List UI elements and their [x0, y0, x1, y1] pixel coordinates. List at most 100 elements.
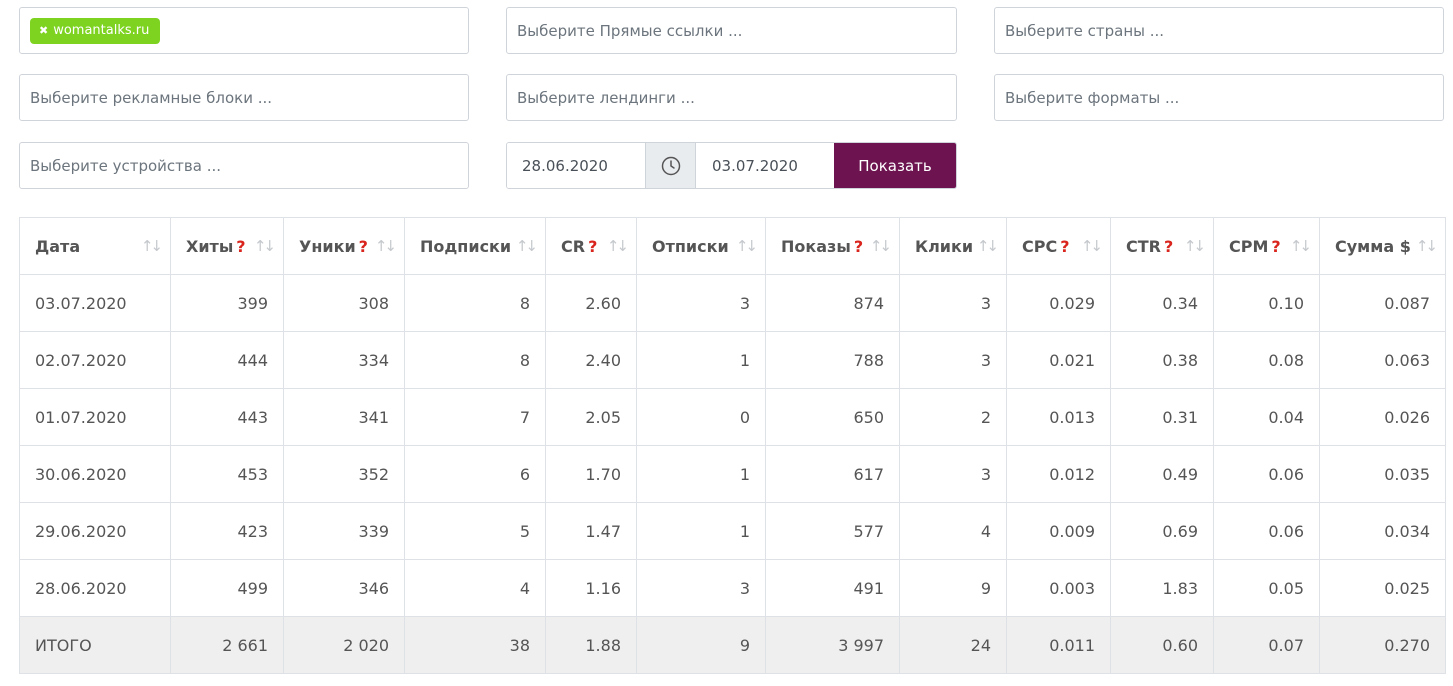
sort-icon[interactable]: ↑↓: [374, 237, 397, 255]
column-header[interactable]: Подписки ↑↓: [404, 217, 546, 275]
column-header[interactable]: Показы? ↑↓: [765, 217, 900, 275]
table-cell: 334: [283, 331, 405, 389]
sort-icon[interactable]: ↑↓: [1183, 237, 1206, 255]
total-row: ИТОГО 2 661 2 020 38 1.88 9 3 997 24 0.011 0.60 0.…: [19, 616, 1446, 674]
help-icon[interactable]: ?: [1060, 236, 1070, 256]
table-cell: 0.012: [1006, 445, 1111, 503]
table-cell: 1: [636, 502, 766, 560]
column-header[interactable]: Дата ↑↓: [19, 217, 171, 275]
site-tag[interactable]: ✖ womantalks.ru: [30, 17, 161, 44]
table-cell: 0.08: [1213, 331, 1320, 389]
table-cell: 0.009: [1006, 502, 1111, 560]
table-cell: 339: [283, 502, 405, 560]
table-row: 30.06.2020 453 352 6 1.70 1 617 3 0.012 0.49 0.06 0…: [19, 445, 1446, 503]
table-cell: 0.003: [1006, 559, 1111, 617]
sort-icon[interactable]: ↑↓: [515, 237, 538, 255]
column-header-label: CR: [561, 236, 586, 256]
table-cell: 1.83: [1110, 559, 1214, 617]
column-header[interactable]: CPC? ↑↓: [1006, 217, 1111, 275]
table-cell: 4: [404, 559, 546, 617]
table-cell: 0.06: [1213, 502, 1320, 560]
table-cell: 423: [170, 502, 284, 560]
sort-icon[interactable]: ↑↓: [869, 237, 892, 255]
table-cell: 308: [283, 274, 405, 332]
table-row: 01.07.2020 443 341 7 2.05 0 650 2 0.013 0.31 0.04 0…: [19, 388, 1446, 446]
formats-select[interactable]: Выберите форматы ...: [994, 74, 1444, 121]
sort-icon[interactable]: ↑↓: [1289, 237, 1312, 255]
countries-select[interactable]: Выберите страны ...: [994, 7, 1444, 54]
help-icon[interactable]: ?: [1271, 236, 1281, 256]
sort-icon[interactable]: ↑↓: [735, 237, 758, 255]
table-cell: 0.011: [1006, 616, 1111, 674]
column-header[interactable]: CPM? ↑↓: [1213, 217, 1320, 275]
table-cell: 0.035: [1319, 445, 1446, 503]
table-cell: 874: [765, 274, 900, 332]
column-header[interactable]: CR? ↑↓: [545, 217, 637, 275]
table-cell: 0.49: [1110, 445, 1214, 503]
table-cell: 8: [404, 274, 546, 332]
table-cell: 0.04: [1213, 388, 1320, 446]
table-cell: 2 661: [170, 616, 284, 674]
table-cell: 6: [404, 445, 546, 503]
clock-icon[interactable]: [645, 143, 696, 188]
table-cell: 788: [765, 331, 900, 389]
show-button[interactable]: Показать: [834, 143, 956, 188]
column-header[interactable]: CTR? ↑↓: [1110, 217, 1214, 275]
sort-icon[interactable]: ↑↓: [253, 237, 276, 255]
table-cell: 2: [899, 388, 1007, 446]
table-cell: 3 997: [765, 616, 900, 674]
table-cell: 0.60: [1110, 616, 1214, 674]
table-cell: 3: [899, 274, 1007, 332]
table-cell: 491: [765, 559, 900, 617]
formats-placeholder: Выберите форматы ...: [1005, 88, 1180, 107]
landings-select[interactable]: Выберите лендинги ...: [506, 74, 957, 121]
table-cell: 444: [170, 331, 284, 389]
remove-tag-icon[interactable]: ✖: [39, 24, 49, 37]
column-header-label: Сумма $: [1335, 236, 1411, 256]
table-cell: 7: [404, 388, 546, 446]
column-header[interactable]: Клики ↑↓: [899, 217, 1007, 275]
direct-links-select[interactable]: Выберите Прямые ссылки ...: [506, 7, 957, 54]
sort-icon[interactable]: ↑↓: [1415, 237, 1438, 255]
direct-links-placeholder: Выберите Прямые ссылки ...: [517, 21, 743, 40]
help-icon[interactable]: ?: [853, 236, 864, 256]
sort-icon[interactable]: ↑↓: [1080, 237, 1103, 255]
table-cell: 0.05: [1213, 559, 1320, 617]
table-cell: 3: [899, 445, 1007, 503]
date-to-input[interactable]: 03.07.2020: [696, 143, 834, 188]
date-cell: 01.07.2020: [19, 388, 171, 446]
ad-blocks-select[interactable]: Выберите рекламные блоки ...: [19, 74, 469, 121]
table-cell: 341: [283, 388, 405, 446]
sort-icon[interactable]: ↑↓: [606, 237, 629, 255]
table-cell: 9: [899, 559, 1007, 617]
column-header-label: CTR: [1126, 236, 1161, 256]
table-cell: 0.38: [1110, 331, 1214, 389]
ad-blocks-placeholder: Выберите рекламные блоки ...: [30, 88, 273, 107]
sort-icon[interactable]: ↑↓: [140, 237, 163, 255]
column-header[interactable]: Хиты? ↑↓: [170, 217, 284, 275]
table-cell: 0.026: [1319, 388, 1446, 446]
table-cell: 1: [636, 331, 766, 389]
column-header[interactable]: Отписки ↑↓: [636, 217, 766, 275]
help-icon[interactable]: ?: [236, 236, 246, 256]
column-header-label: Показы: [781, 236, 851, 256]
table-cell: 352: [283, 445, 405, 503]
table-cell: 0.021: [1006, 331, 1111, 389]
column-header[interactable]: Уники? ↑↓: [283, 217, 405, 275]
help-icon[interactable]: ?: [358, 236, 368, 256]
landings-placeholder: Выберите лендинги ...: [517, 88, 695, 107]
table-cell: 0.025: [1319, 559, 1446, 617]
table-cell: 0.06: [1213, 445, 1320, 503]
sites-select[interactable]: ✖ womantalks.ru: [19, 7, 469, 54]
help-icon[interactable]: ?: [1163, 236, 1174, 256]
table-row: 29.06.2020 423 339 5 1.47 1 577 4 0.009 0.69 0.06 0…: [19, 502, 1446, 560]
column-header[interactable]: Сумма $ ↑↓: [1319, 217, 1446, 275]
devices-select[interactable]: Выберите устройства ...: [19, 142, 469, 189]
sort-icon[interactable]: ↑↓: [976, 237, 999, 255]
table-row: 03.07.2020 399 308 8 2.60 3 874 3 0.029 0.34 0.10 0…: [19, 274, 1446, 332]
date-from-input[interactable]: 28.06.2020: [507, 143, 645, 188]
column-header-label: Дата: [35, 236, 81, 256]
column-header-label: Клики: [915, 236, 974, 256]
table-cell: 2.40: [545, 331, 637, 389]
help-icon[interactable]: ?: [588, 236, 598, 256]
